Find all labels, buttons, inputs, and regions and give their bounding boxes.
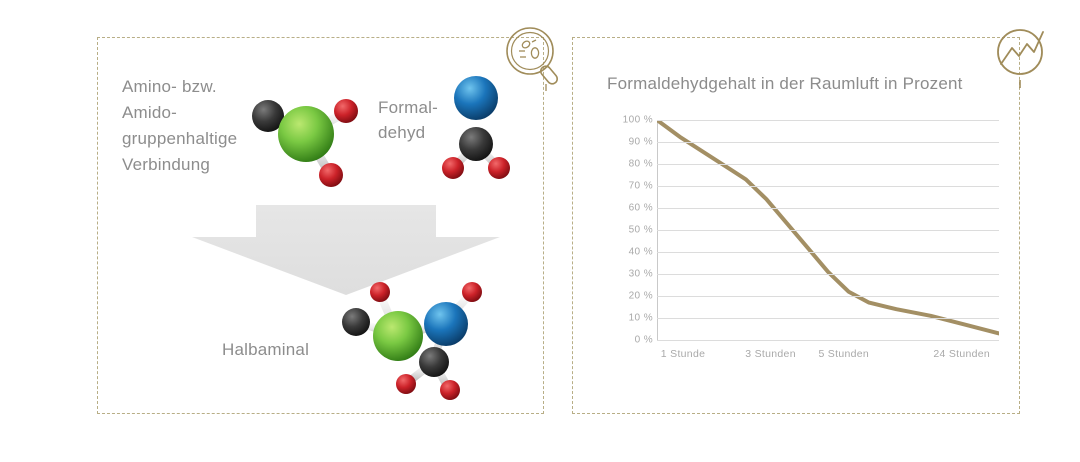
y-tick-label: 10 % xyxy=(628,312,653,324)
gridline xyxy=(657,230,999,231)
chart-area: 100 % 90 % 80 % 70 % 60 % 50 % 40 % 30 % 20 % 10 … xyxy=(605,115,1005,385)
gridline xyxy=(657,208,999,209)
x-tick-label: 24 Stunden xyxy=(933,348,991,360)
halbaminal-label: Halbaminal xyxy=(222,340,310,359)
formaldehyde-decay-line xyxy=(657,120,999,336)
x-tick-label: 1 Stunde xyxy=(660,348,706,360)
magnifier-molecules-icon xyxy=(500,22,572,94)
gridline xyxy=(657,296,999,297)
y-tick-label: 80 % xyxy=(628,158,653,170)
gridline xyxy=(657,142,999,143)
x-tick-label: 3 Stunden xyxy=(745,348,796,360)
gridline xyxy=(657,186,999,187)
formaldehyde-label: Formal- dehyd xyxy=(378,98,438,142)
formaldehyde-molecule xyxy=(437,72,515,182)
y-tick-label: 90 % xyxy=(628,136,653,148)
trend-circle-icon xyxy=(988,22,1060,94)
halbaminal-molecule xyxy=(328,278,500,400)
reaction-panel xyxy=(97,37,544,414)
chart-panel xyxy=(572,37,1020,414)
y-tick-label: 30 % xyxy=(628,268,653,280)
gridline xyxy=(657,252,999,253)
gridline xyxy=(657,274,999,275)
y-tick-label: 50 % xyxy=(628,224,653,236)
y-tick-label: 60 % xyxy=(628,202,653,214)
y-tick-label: 40 % xyxy=(628,246,653,258)
reaction-down-arrow xyxy=(192,205,500,295)
amino-compound-molecule xyxy=(238,82,370,194)
y-tick-label: 70 % xyxy=(628,180,653,192)
gridline xyxy=(657,120,999,121)
gridline xyxy=(657,318,999,319)
y-tick-label: 100 % xyxy=(622,114,653,126)
y-tick-label: 20 % xyxy=(628,290,653,302)
chart-title: Formaldehydgehalt in der Raumluft in Pro… xyxy=(607,74,963,93)
gridline xyxy=(657,164,999,165)
plot-area xyxy=(657,120,999,341)
y-axis: 100 % 90 % 80 % 70 % 60 % 50 % 40 % 30 % 20 % 10 … xyxy=(605,115,653,346)
gridline xyxy=(657,340,999,341)
y-tick-label: 0 % xyxy=(634,334,653,346)
amino-compound-label: Amino- bzw. Amido- gruppenhaltige Verbin… xyxy=(122,77,238,174)
x-tick-label: 5 Stunden xyxy=(818,348,870,360)
x-axis-ticks: 1 Stunde 3 Stunden 5 Stunden 24 Stunden xyxy=(657,348,999,368)
